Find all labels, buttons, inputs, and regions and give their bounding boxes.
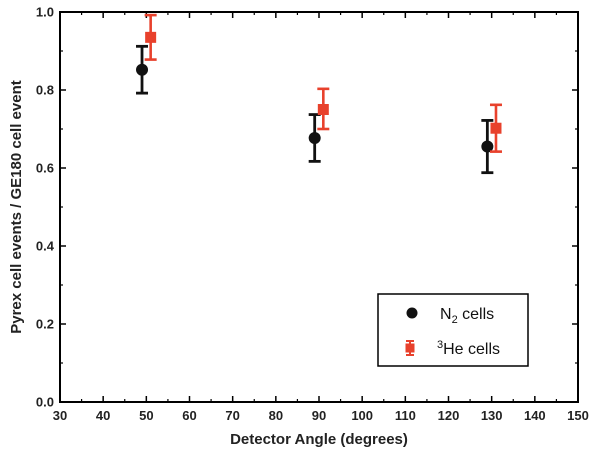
he3-point (490, 122, 502, 134)
x-tick-label: 70 (225, 408, 239, 423)
x-tick-label: 140 (524, 408, 546, 423)
x-tick-label: 120 (438, 408, 460, 423)
y-tick-label: 0.0 (36, 395, 54, 410)
legend-n2-marker (406, 307, 418, 319)
y-tick-label: 0.8 (36, 83, 54, 98)
x-tick-label: 150 (567, 408, 589, 423)
x-axis-title: Detector Angle (degrees) (230, 431, 408, 448)
legend-n2-rest: cells (458, 306, 494, 323)
x-tick-label: 110 (395, 408, 416, 423)
x-tick-label: 100 (351, 408, 373, 423)
n2-point (136, 63, 149, 76)
plot-frame (59, 11, 579, 403)
he3-point (145, 31, 157, 43)
y-tick-label: 0.2 (36, 317, 54, 332)
x-tick-label: 130 (481, 408, 503, 423)
x-tick-label: 50 (139, 408, 153, 423)
y-tick-label: 0.4 (36, 239, 55, 254)
tick-labels: 30 40 50 60 70 80 90 100 110 120 130 140 150 0.0 0.2 0.… (36, 5, 589, 424)
n2-point (308, 131, 321, 144)
legend-he3-label: 3He cells (437, 339, 500, 358)
legend-box (377, 293, 529, 367)
y-axis-title: Pyrex cell events / GE180 cell event (8, 80, 25, 334)
x-tick-label: 40 (96, 408, 110, 423)
legend-n2-main: N (440, 306, 452, 323)
x-tick-label: 30 (53, 408, 67, 423)
legend-he3-marker (405, 340, 415, 356)
legend-he3-rest: He cells (443, 341, 500, 358)
he3-point (317, 104, 329, 115)
x-tick-label: 90 (312, 408, 326, 423)
legend-n2-label: N2 cells (440, 306, 494, 326)
n2-point (481, 140, 494, 153)
x-tick-label: 80 (269, 408, 283, 423)
x-tick-label: 60 (182, 408, 196, 423)
data-marks (136, 13, 502, 175)
y-tick-label: 1.0 (36, 5, 54, 20)
y-tick-label: 0.6 (36, 161, 54, 176)
legend-he3-superscript: 3 (437, 339, 443, 351)
legend-n2-subscript: 2 (452, 314, 458, 326)
legend: N2 cells 3He cells (377, 293, 529, 367)
